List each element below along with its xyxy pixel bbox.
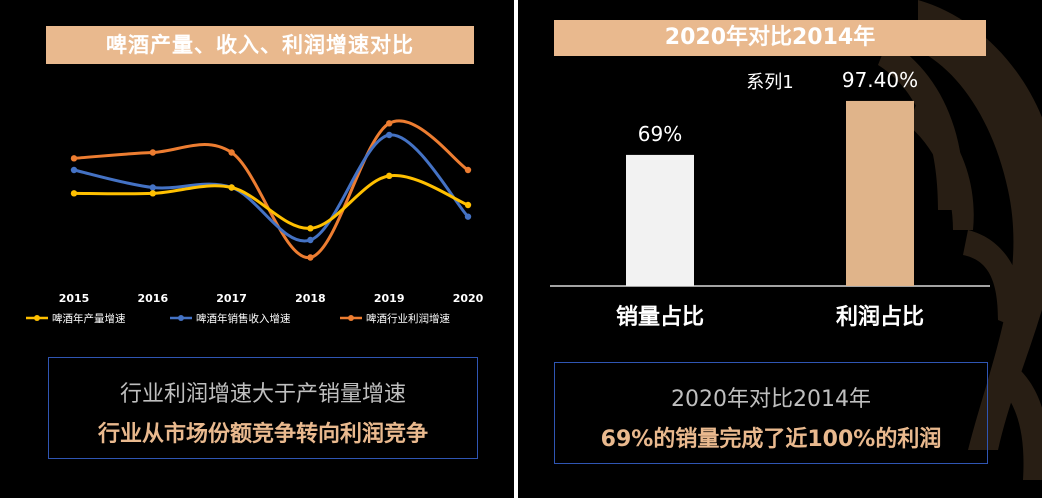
legend-label: 啤酒年销售收入增速 xyxy=(196,312,291,325)
left-caption-box: 行业利润增速大于产销量增速 行业从市场份额竞争转向利润竞争 xyxy=(48,357,478,459)
x-tick-label: 2020 xyxy=(453,292,484,305)
data-point xyxy=(149,184,156,191)
x-tick-label: 2017 xyxy=(216,292,247,305)
bar-0 xyxy=(626,154,694,286)
data-point xyxy=(228,149,235,156)
data-point xyxy=(149,149,156,156)
series-title: 系列1 xyxy=(746,72,793,93)
data-point xyxy=(464,201,472,209)
bar-chart: 系列1 69% 销量占比 97.40% 利润占比 xyxy=(550,68,990,330)
x-tick-label: 2019 xyxy=(374,292,405,305)
panel-divider xyxy=(514,0,518,498)
legend-label: 啤酒年产量增速 xyxy=(52,312,126,325)
bar-category-label: 销量占比 xyxy=(616,305,704,330)
data-point xyxy=(70,155,78,162)
caption-profit-pct: 近100% xyxy=(785,427,876,452)
bar-1 xyxy=(846,100,914,286)
data-point xyxy=(464,213,472,220)
caption-text-b: 的利润 xyxy=(875,427,942,452)
right-caption-line1: 2020年对比2014年 xyxy=(671,387,871,412)
data-point xyxy=(386,131,393,139)
bar-value-label: 69% xyxy=(638,122,682,146)
left-panel: 啤酒产量、收入、利润增速对比 2015 2016 2017 2018 2019 2020 啤… xyxy=(0,0,514,498)
bar-category-label: 利润占比 xyxy=(836,304,924,330)
data-point xyxy=(228,184,235,191)
left-caption-line1: 行业利润增速大于产销量增速 xyxy=(119,382,406,407)
data-point xyxy=(70,190,78,197)
legend-label: 啤酒行业利润增速 xyxy=(366,312,450,325)
caption-text-a: 的销量完成了 xyxy=(653,427,786,452)
data-point xyxy=(386,120,393,127)
legend-marker xyxy=(34,315,40,321)
line-chart: 2015 2016 2017 2018 2019 2020 啤酒年产量增速 啤酒年销售收入增速… xyxy=(26,119,484,325)
data-point xyxy=(70,166,78,174)
caption-volume-pct: 69% xyxy=(600,427,654,452)
bar-value-label: 97.40% xyxy=(842,68,918,92)
right-panel: 2020年对比2014年 系列1 69% 销量占比 97.40% 利润占比 2020年对… xyxy=(518,0,1042,498)
left-title-banner: 啤酒产量、收入、利润增速对比 xyxy=(46,26,474,64)
data-point xyxy=(307,254,314,261)
data-point xyxy=(386,172,393,180)
right-caption-box: 2020年对比2014年 69%的销量完成了近100%的利润 xyxy=(554,362,988,464)
series-line-1 xyxy=(73,133,470,243)
data-point xyxy=(464,166,472,174)
x-tick-label: 2016 xyxy=(137,292,168,305)
right-title-banner: 2020年对比2014年 xyxy=(554,20,986,56)
x-tick-label: 2018 xyxy=(295,292,326,305)
legend-marker xyxy=(348,315,354,321)
lion-watermark-icon xyxy=(878,0,1042,480)
data-point xyxy=(307,236,314,244)
data-point xyxy=(307,225,314,232)
right-caption-line2: 69%的销量完成了近100%的利润 xyxy=(555,421,987,453)
data-point xyxy=(149,190,156,197)
left-caption-line2: 行业从市场份额竞争转向利润竞争 xyxy=(97,422,428,447)
legend-marker xyxy=(178,315,184,321)
x-tick-label: 2015 xyxy=(59,292,90,305)
